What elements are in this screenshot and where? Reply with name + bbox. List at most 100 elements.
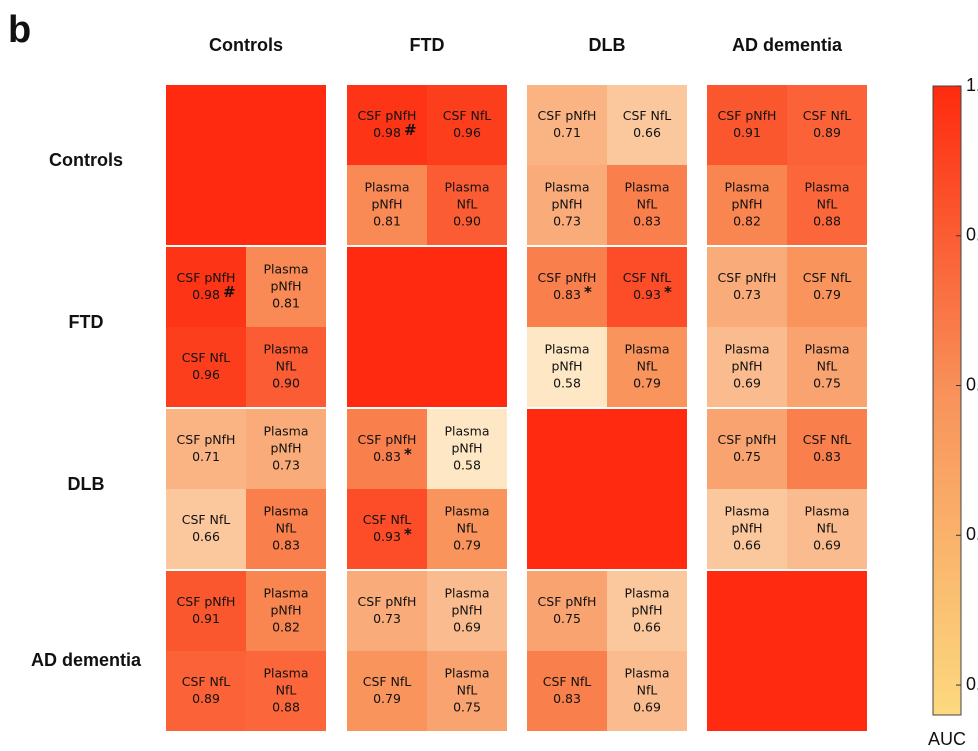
- subcell: [707, 409, 787, 489]
- subcell: [427, 489, 507, 569]
- subcell-label: Plasma: [724, 180, 769, 195]
- subcell-label: Plasma: [804, 342, 849, 357]
- colorbar-label: AUC: [928, 729, 966, 749]
- subcell-label: pNfH: [731, 359, 762, 374]
- value-label: 0.81: [373, 214, 401, 229]
- value-label: 0.83: [553, 691, 581, 706]
- value-label: 0.73: [272, 458, 300, 473]
- value-label: 0.82: [272, 620, 300, 635]
- subcell-label: Plasma: [263, 262, 308, 277]
- subcell-label: CSF NfL: [543, 674, 592, 689]
- row-header: FTD: [69, 312, 104, 332]
- value-label: 0.91: [192, 611, 220, 626]
- value-label: 0.79: [453, 538, 481, 553]
- subcell: [166, 247, 246, 327]
- value-label: 0.98: [373, 125, 401, 140]
- value-label: 0.58: [553, 376, 581, 391]
- subcell-label: pNfH: [731, 521, 762, 536]
- subcell: [347, 489, 427, 569]
- subcell-label: Plasma: [624, 180, 669, 195]
- subcell-label: CSF NfL: [363, 512, 412, 527]
- subcell-label: Plasma: [444, 504, 489, 519]
- colorbar-tick-label: 0.7: [966, 524, 978, 544]
- subcell-label: pNfH: [371, 197, 402, 212]
- column-header: DLB: [589, 35, 626, 55]
- value-label: 0.66: [633, 620, 661, 635]
- subcell: [707, 165, 787, 245]
- subcell-label: CSF NfL: [443, 108, 492, 123]
- subcell-label: Plasma: [263, 424, 308, 439]
- subcell-label: CSF pNfH: [177, 432, 236, 447]
- value-label: 0.79: [373, 691, 401, 706]
- value-label: 0.90: [272, 376, 300, 391]
- value-label: 0.83: [373, 449, 401, 464]
- subcell: [527, 85, 607, 165]
- subcell: [707, 327, 787, 407]
- value-label: 0.83: [272, 538, 300, 553]
- colorbar-tick-label: 0.6: [966, 674, 978, 694]
- subcell-label: CSF NfL: [623, 270, 672, 285]
- subcell: [347, 165, 427, 245]
- value-label: 0.75: [813, 376, 841, 391]
- subcell-label: pNfH: [731, 197, 762, 212]
- value-label: 0.71: [192, 449, 220, 464]
- subcell: [246, 571, 326, 651]
- subcell-label: Plasma: [444, 424, 489, 439]
- value-label: 0.88: [272, 700, 300, 715]
- value-label: 0.82: [733, 214, 761, 229]
- subcell: [607, 247, 687, 327]
- subcell-label: Plasma: [624, 666, 669, 681]
- colorbar-tick-label: 1.0: [966, 75, 978, 95]
- subcell: [527, 165, 607, 245]
- subcell-label: Plasma: [263, 586, 308, 601]
- value-label: 0.73: [553, 214, 581, 229]
- row-header: Controls: [49, 150, 123, 170]
- subcell-label: NfL: [817, 521, 838, 536]
- value-label: 0.81: [272, 296, 300, 311]
- subcell-label: Plasma: [624, 342, 669, 357]
- subcell: [787, 489, 867, 569]
- diagonal-cell: [707, 571, 867, 731]
- colorbar-tick-label: 0.8: [966, 374, 978, 394]
- subcell-label: CSF pNfH: [538, 270, 597, 285]
- subcell: [347, 571, 427, 651]
- subcell-label: Plasma: [804, 504, 849, 519]
- subcell: [707, 247, 787, 327]
- subcell-label: CSF pNfH: [358, 432, 417, 447]
- subcell: [607, 165, 687, 245]
- subcell-label: CSF NfL: [182, 512, 231, 527]
- subcell: [787, 409, 867, 489]
- subcell-label: CSF pNfH: [718, 270, 777, 285]
- row-header: AD dementia: [31, 650, 142, 670]
- subcell: [787, 165, 867, 245]
- subcell: [527, 571, 607, 651]
- significance-mark: *: [664, 283, 672, 301]
- value-label: 0.69: [813, 538, 841, 553]
- subcell-label: pNfH: [270, 279, 301, 294]
- subcell-label: CSF pNfH: [177, 594, 236, 609]
- subcell-label: CSF NfL: [803, 270, 852, 285]
- subcell: [427, 409, 507, 489]
- subcell-label: NfL: [637, 197, 658, 212]
- value-label: 0.83: [813, 449, 841, 464]
- value-label: 0.89: [192, 691, 220, 706]
- subcell: [347, 85, 427, 165]
- value-label: 0.75: [453, 700, 481, 715]
- subcell-label: CSF pNfH: [538, 594, 597, 609]
- value-label: 0.89: [813, 125, 841, 140]
- significance-mark: *: [584, 283, 592, 301]
- subcell: [787, 85, 867, 165]
- value-label: 0.69: [733, 376, 761, 391]
- subcell-label: NfL: [276, 683, 297, 698]
- value-label: 0.66: [733, 538, 761, 553]
- subcell-label: CSF NfL: [803, 108, 852, 123]
- value-label: 0.73: [733, 287, 761, 302]
- subcell: [787, 327, 867, 407]
- subcell: [427, 165, 507, 245]
- subcell: [246, 651, 326, 731]
- subcell-label: pNfH: [270, 603, 301, 618]
- value-label: 0.66: [633, 125, 661, 140]
- subcell: [527, 651, 607, 731]
- subcell: [607, 327, 687, 407]
- value-label: 0.75: [733, 449, 761, 464]
